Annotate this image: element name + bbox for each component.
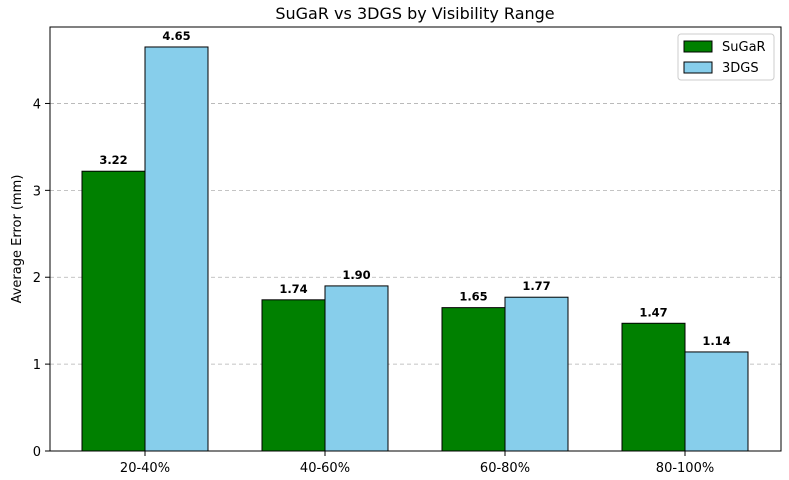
data-label-sugar-2: 1.65 — [459, 290, 487, 304]
x-tick-label: 20-40% — [120, 461, 170, 476]
y-axis-title: Average Error (mm) — [10, 175, 25, 304]
data-label-3dgs-2: 1.77 — [522, 279, 550, 293]
bars — [81, 46, 749, 452]
bar-sugar-2 — [441, 307, 506, 452]
legend: SuGaR 3DGS — [677, 33, 775, 81]
y-tick-label: 4 — [33, 97, 41, 112]
data-label-sugar-1: 1.74 — [279, 282, 307, 296]
bar-3dgs-0 — [144, 46, 209, 452]
y-tick-label: 0 — [33, 445, 41, 460]
bar-sugar-0 — [81, 170, 146, 452]
x-tick-label: 40-60% — [300, 461, 350, 476]
x-tick-label: 60-80% — [480, 461, 530, 476]
data-label-sugar-0: 3.22 — [99, 153, 127, 167]
y-tick-label: 2 — [33, 271, 41, 286]
bar-sugar-3 — [621, 322, 686, 452]
x-axis-ticks: 20-40% 40-60% 60-80% 80-100% — [120, 451, 714, 476]
data-label-sugar-3: 1.47 — [639, 305, 667, 319]
data-labels: 3.22 4.65 1.74 1.90 1.65 1.77 1.47 1.14 — [99, 29, 730, 348]
x-tick-label: 80-100% — [656, 461, 714, 476]
y-tick-label: 1 — [33, 358, 41, 373]
bar-3dgs-1 — [324, 285, 389, 452]
bar-3dgs-3 — [684, 351, 749, 452]
legend-swatch-sugar — [683, 40, 713, 53]
data-label-3dgs-0: 4.65 — [162, 29, 190, 43]
legend-label-sugar: SuGaR — [722, 40, 766, 55]
chart-title: SuGaR vs 3DGS by Visibility Range — [275, 4, 554, 23]
y-tick-label: 3 — [33, 184, 41, 199]
y-axis-ticks: 0 1 2 3 4 — [33, 97, 50, 460]
bar-3dgs-2 — [504, 296, 569, 452]
data-label-3dgs-1: 1.90 — [342, 268, 370, 282]
bar-sugar-1 — [261, 299, 326, 452]
data-label-3dgs-3: 1.14 — [702, 334, 730, 348]
plot-frame — [49, 26, 782, 452]
legend-label-3dgs: 3DGS — [722, 61, 759, 76]
legend-swatch-3dgs — [683, 61, 713, 74]
